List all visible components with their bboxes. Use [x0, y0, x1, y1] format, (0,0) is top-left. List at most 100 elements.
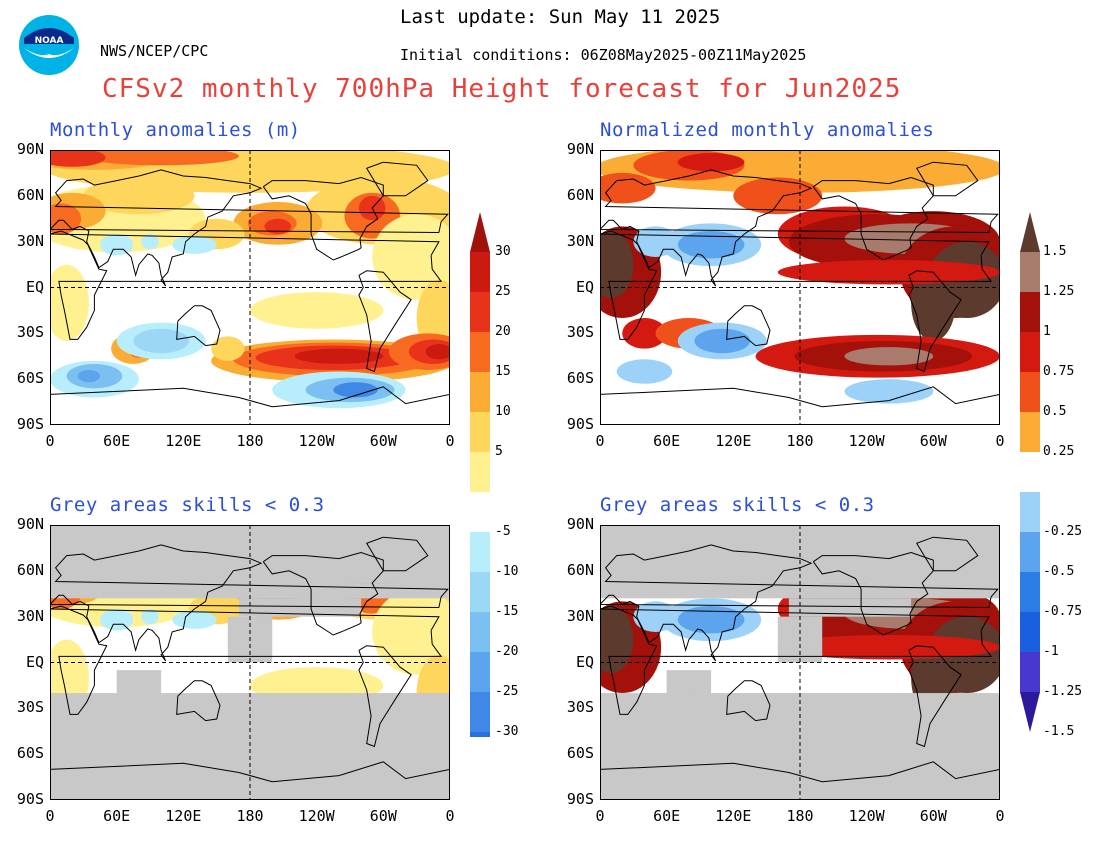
- lon-tick-label: 180: [236, 807, 264, 825]
- coastline: [600, 544, 999, 662]
- lon-tick-label: 60E: [653, 432, 681, 450]
- coastline: [50, 605, 443, 715]
- coastline: [50, 169, 449, 287]
- coastlines: [50, 536, 450, 783]
- colorbar-label: 30: [495, 244, 511, 259]
- anomaly-blob: [133, 328, 189, 354]
- lon-tick-label: 120E: [715, 807, 752, 825]
- colorbar-top-arrow: [470, 212, 490, 252]
- colorbar-label: -10: [495, 564, 519, 579]
- coastline: [262, 551, 384, 636]
- coastline: [50, 761, 450, 783]
- coastline: [726, 305, 771, 347]
- colorbar-neutral: [470, 492, 490, 532]
- coastline: [600, 761, 1000, 783]
- anomaly-blob: [600, 172, 656, 204]
- colorbar-swatch: [1020, 252, 1040, 292]
- anomaly-field: [50, 150, 450, 409]
- lat-tick-label: 30N: [16, 606, 44, 625]
- lon-tick-label: 120E: [165, 432, 202, 450]
- colorbar-raw-svg: [470, 212, 490, 737]
- coastline: [908, 270, 962, 373]
- anomaly-blob: [372, 214, 450, 300]
- coastline: [600, 230, 993, 340]
- colorbar-label: 25: [495, 284, 511, 299]
- lon-tick-label: 60W: [919, 807, 947, 825]
- colorbar-label: 0.25: [1043, 444, 1075, 459]
- colorbar-neutral: [1020, 452, 1040, 492]
- lat-tick-label: 90N: [16, 515, 44, 533]
- anomaly-blob: [777, 635, 1000, 660]
- map-tr-svg: [600, 150, 1000, 425]
- lon-tick-label: 0: [445, 807, 455, 825]
- anomaly-blob: [50, 203, 82, 235]
- anomaly-blob: [372, 589, 450, 675]
- anomaly-blob: [844, 347, 934, 366]
- coastline: [50, 544, 449, 662]
- coastlines: [50, 161, 450, 408]
- colorbar-swatch: [470, 612, 490, 652]
- lat-tick-label: 60S: [16, 369, 44, 388]
- lon-tick-label: 0: [995, 807, 1005, 825]
- coastline: [358, 645, 412, 748]
- noaa-logo-icon: NOAA: [19, 15, 79, 75]
- lon-tick-label: 120W: [848, 432, 885, 450]
- colorbar-swatch: [1020, 652, 1040, 692]
- coastline: [812, 551, 934, 636]
- coastline: [726, 680, 771, 722]
- colorbar-swatch: [470, 252, 490, 292]
- panel-title-tl: Monthly anomalies (m): [50, 119, 301, 141]
- anomaly-blob: [677, 605, 745, 634]
- lon-tick-label: 120W: [298, 432, 335, 450]
- noaa-logo: NOAA: [18, 14, 80, 76]
- lon-tick-label: 0: [595, 807, 605, 825]
- colorbar-swatch: [470, 452, 490, 492]
- map-br-svg: [600, 525, 1000, 800]
- anomaly-blob: [622, 318, 667, 349]
- anomaly-blob: [294, 348, 384, 364]
- lon-tick-label: 120E: [715, 432, 752, 450]
- coastline: [262, 176, 384, 261]
- lon-tick-label: 120W: [298, 807, 335, 825]
- lat-tick-label: 60N: [566, 185, 594, 204]
- lon-tick-label: 0: [45, 807, 55, 825]
- colorbar-label: -25: [495, 684, 519, 699]
- colorbar-label: 10: [495, 404, 511, 419]
- lat-tick-label: 60N: [16, 185, 44, 204]
- anomaly-blob: [50, 150, 106, 167]
- lon-tick-label: 60W: [919, 432, 947, 450]
- map-tl-svg: [50, 150, 450, 425]
- coastline: [600, 605, 993, 715]
- colorbar-swatch: [470, 572, 490, 612]
- colorbar-norm: [1020, 212, 1040, 737]
- colorbar-bottom-arrow: [1020, 692, 1040, 732]
- anomaly-blob: [100, 609, 134, 631]
- map-frame: [600, 525, 1000, 800]
- colorbar-label: 15: [495, 364, 511, 379]
- anomaly-blob: [141, 234, 159, 250]
- lon-tick-label: 120E: [165, 807, 202, 825]
- colorbar-label: -30: [495, 724, 519, 739]
- lat-tick-label: EQ: [25, 277, 44, 296]
- colorbar-swatch: [470, 372, 490, 412]
- colorbar-swatch: [1020, 292, 1040, 332]
- lon-tick-label: 60E: [103, 432, 131, 450]
- lat-tick-label: 90N: [566, 140, 594, 158]
- anomaly-blob: [172, 610, 217, 629]
- lat-tick-label: 90S: [566, 415, 594, 433]
- anomaly-blob: [633, 226, 678, 257]
- colorbar-swatch: [470, 732, 490, 737]
- panel-title-bl: Grey areas skills < 0.3: [50, 494, 325, 516]
- lat-tick-label: 30S: [566, 323, 594, 342]
- skill-mask-region: [788, 598, 912, 617]
- lat-tick-label: 30S: [16, 698, 44, 717]
- lat-tick-label: 90S: [16, 415, 44, 433]
- lat-tick-label: 90N: [16, 140, 44, 158]
- anomaly-blob: [694, 328, 750, 354]
- colorbar-swatch: [1020, 492, 1040, 532]
- lat-tick-label: EQ: [25, 652, 44, 671]
- lat-tick-label: 60S: [566, 744, 594, 763]
- lon-tick-label: 180: [786, 807, 814, 825]
- colorbar-label: -5: [495, 524, 511, 539]
- skill-mask-region: [666, 670, 712, 694]
